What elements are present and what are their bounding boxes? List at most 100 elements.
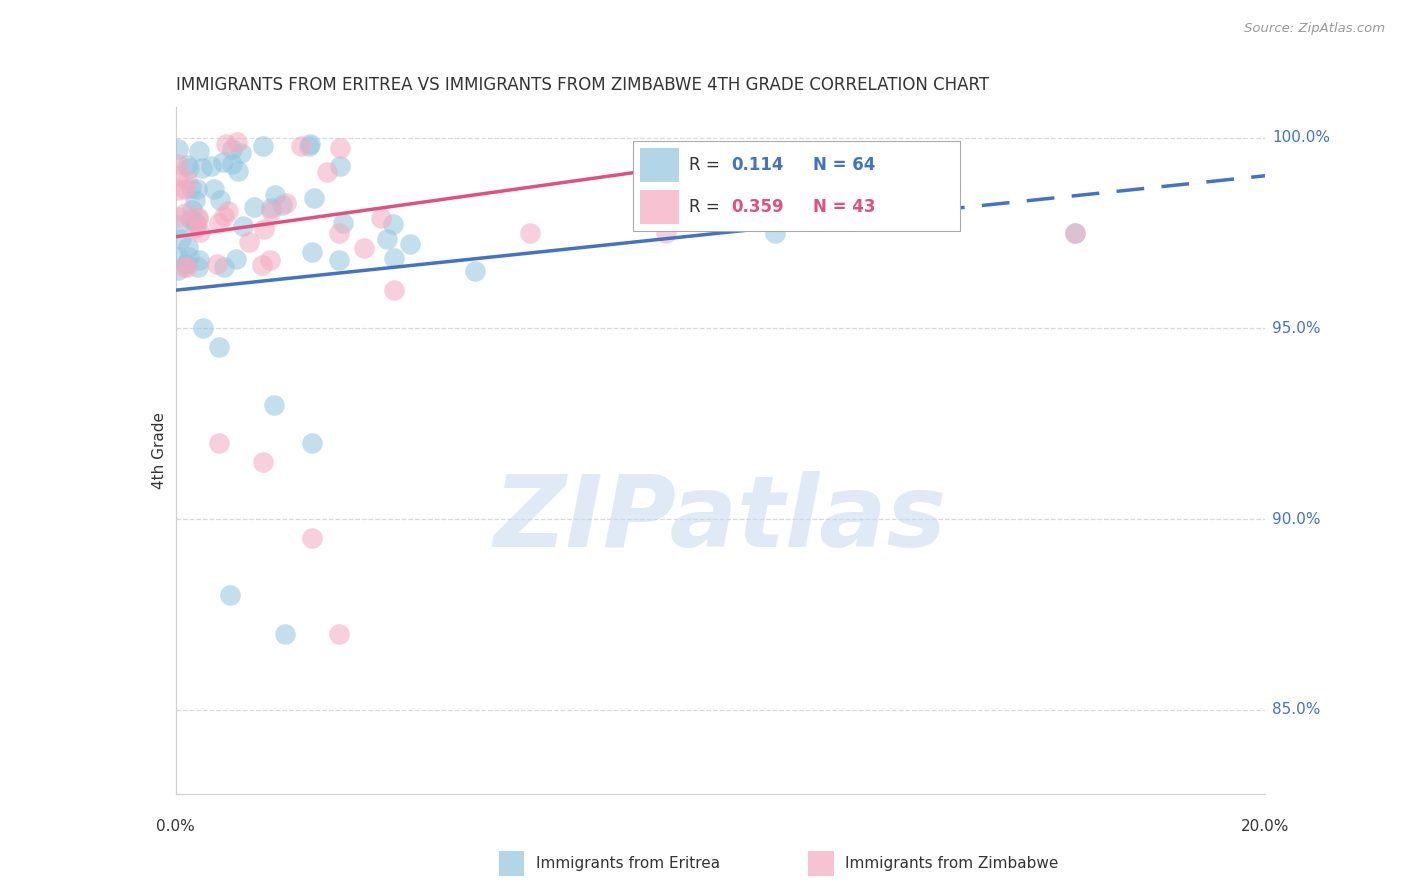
Point: [304, 191, 326, 205]
Text: ZIPatlas: ZIPatlas: [494, 471, 948, 567]
Point: [184, 193, 207, 207]
Point: [238, 235, 260, 250]
Point: [174, 181, 197, 195]
Point: [276, 196, 298, 211]
Point: [202, 182, 225, 196]
Point: [260, 203, 283, 218]
Point: [170, 231, 193, 245]
Text: 20.0%: 20.0%: [1241, 819, 1289, 834]
Point: [328, 226, 350, 240]
Text: 100.0%: 100.0%: [1272, 130, 1330, 145]
Point: [328, 626, 350, 640]
Point: [229, 145, 252, 160]
Text: Immigrants from Eritrea: Immigrants from Eritrea: [536, 856, 720, 871]
Point: [190, 161, 212, 175]
Point: [184, 217, 207, 231]
Point: [176, 260, 198, 274]
Point: [187, 260, 209, 274]
Point: [212, 209, 235, 223]
Point: [231, 219, 253, 234]
Point: [187, 210, 209, 224]
Point: [519, 226, 541, 240]
Point: [1063, 226, 1085, 240]
Point: [329, 159, 352, 173]
Point: [176, 173, 198, 187]
FancyBboxPatch shape: [499, 851, 524, 876]
Point: [253, 221, 276, 235]
Point: [186, 182, 208, 196]
Point: [173, 260, 195, 275]
Point: [370, 211, 392, 226]
Point: [382, 283, 405, 297]
Point: [188, 225, 211, 239]
Point: [207, 257, 229, 271]
Text: 85.0%: 85.0%: [1272, 702, 1320, 717]
Text: Immigrants from Zimbabwe: Immigrants from Zimbabwe: [845, 856, 1059, 871]
FancyBboxPatch shape: [640, 148, 679, 182]
Point: [176, 158, 198, 172]
Point: [167, 183, 190, 197]
Text: 0.0%: 0.0%: [156, 819, 195, 834]
Point: [243, 200, 266, 214]
Point: [167, 210, 190, 224]
Point: [375, 232, 398, 246]
Point: [187, 212, 209, 227]
Point: [315, 164, 337, 178]
Text: 90.0%: 90.0%: [1272, 512, 1320, 526]
Point: [187, 144, 209, 158]
Point: [381, 217, 404, 231]
Point: [208, 193, 231, 207]
Point: [176, 240, 198, 254]
Point: [464, 264, 486, 278]
Point: [332, 216, 354, 230]
Point: [250, 258, 273, 272]
Point: [180, 212, 202, 227]
Point: [167, 169, 190, 183]
Point: [217, 204, 239, 219]
FancyBboxPatch shape: [633, 142, 960, 231]
Point: [180, 181, 202, 195]
Point: [167, 219, 190, 233]
Point: [263, 188, 285, 202]
Point: [225, 252, 247, 266]
Point: [181, 203, 204, 218]
Point: [191, 321, 214, 335]
Point: [298, 139, 321, 153]
Point: [184, 214, 207, 228]
Point: [221, 157, 243, 171]
Point: [174, 258, 197, 272]
FancyBboxPatch shape: [640, 190, 679, 224]
Point: [208, 435, 231, 450]
Point: [221, 142, 243, 156]
Point: [212, 154, 235, 169]
Point: [214, 137, 236, 152]
Text: R =: R =: [689, 197, 720, 216]
Point: [329, 141, 352, 155]
Point: [212, 260, 235, 275]
Text: 95.0%: 95.0%: [1272, 321, 1320, 336]
Text: R =: R =: [689, 155, 720, 174]
Point: [225, 135, 247, 149]
Text: 0.114: 0.114: [731, 155, 785, 174]
Point: [167, 142, 190, 156]
Point: [301, 531, 323, 545]
Point: [179, 250, 201, 264]
Point: [382, 251, 405, 265]
Point: [298, 136, 321, 151]
Point: [259, 253, 281, 268]
Point: [179, 161, 201, 175]
Point: [655, 226, 678, 240]
Point: [200, 159, 222, 173]
Point: [353, 241, 375, 255]
Point: [226, 164, 249, 178]
Point: [174, 205, 197, 219]
Point: [187, 252, 209, 267]
Text: IMMIGRANTS FROM ERITREA VS IMMIGRANTS FROM ZIMBABWE 4TH GRADE CORRELATION CHART: IMMIGRANTS FROM ERITREA VS IMMIGRANTS FR…: [176, 77, 988, 95]
Point: [167, 262, 190, 277]
Point: [208, 341, 231, 355]
Text: N = 43: N = 43: [813, 197, 876, 216]
Point: [328, 252, 350, 267]
Point: [252, 455, 274, 469]
Point: [167, 157, 190, 171]
Point: [252, 139, 274, 153]
